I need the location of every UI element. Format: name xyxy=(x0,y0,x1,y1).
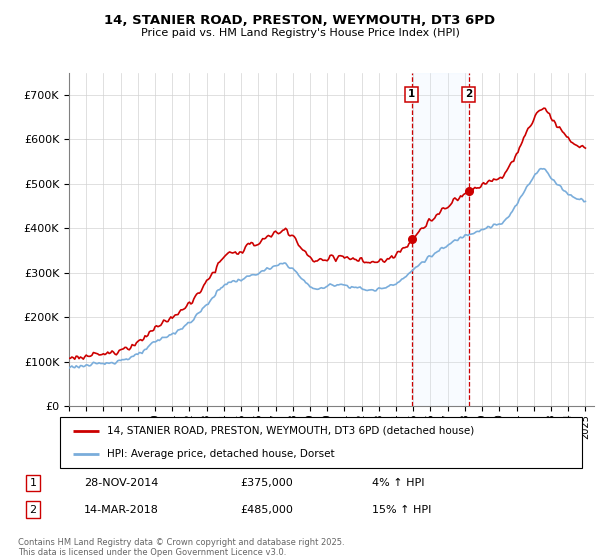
Text: £485,000: £485,000 xyxy=(240,505,293,515)
Text: 14, STANIER ROAD, PRESTON, WEYMOUTH, DT3 6PD (detached house): 14, STANIER ROAD, PRESTON, WEYMOUTH, DT3… xyxy=(107,426,474,436)
Text: 1: 1 xyxy=(29,478,37,488)
FancyBboxPatch shape xyxy=(60,417,582,468)
Text: 2: 2 xyxy=(465,90,472,100)
Text: 14, STANIER ROAD, PRESTON, WEYMOUTH, DT3 6PD: 14, STANIER ROAD, PRESTON, WEYMOUTH, DT3… xyxy=(104,14,496,27)
Text: 14-MAR-2018: 14-MAR-2018 xyxy=(84,505,159,515)
Text: Price paid vs. HM Land Registry's House Price Index (HPI): Price paid vs. HM Land Registry's House … xyxy=(140,28,460,38)
Text: HPI: Average price, detached house, Dorset: HPI: Average price, detached house, Dors… xyxy=(107,449,335,459)
Text: 15% ↑ HPI: 15% ↑ HPI xyxy=(372,505,431,515)
Text: Contains HM Land Registry data © Crown copyright and database right 2025.
This d: Contains HM Land Registry data © Crown c… xyxy=(18,538,344,557)
Text: 4% ↑ HPI: 4% ↑ HPI xyxy=(372,478,425,488)
Text: 28-NOV-2014: 28-NOV-2014 xyxy=(84,478,158,488)
Text: 2: 2 xyxy=(29,505,37,515)
Bar xyxy=(412,73,469,406)
Text: £375,000: £375,000 xyxy=(240,478,293,488)
Text: 1: 1 xyxy=(408,90,416,100)
